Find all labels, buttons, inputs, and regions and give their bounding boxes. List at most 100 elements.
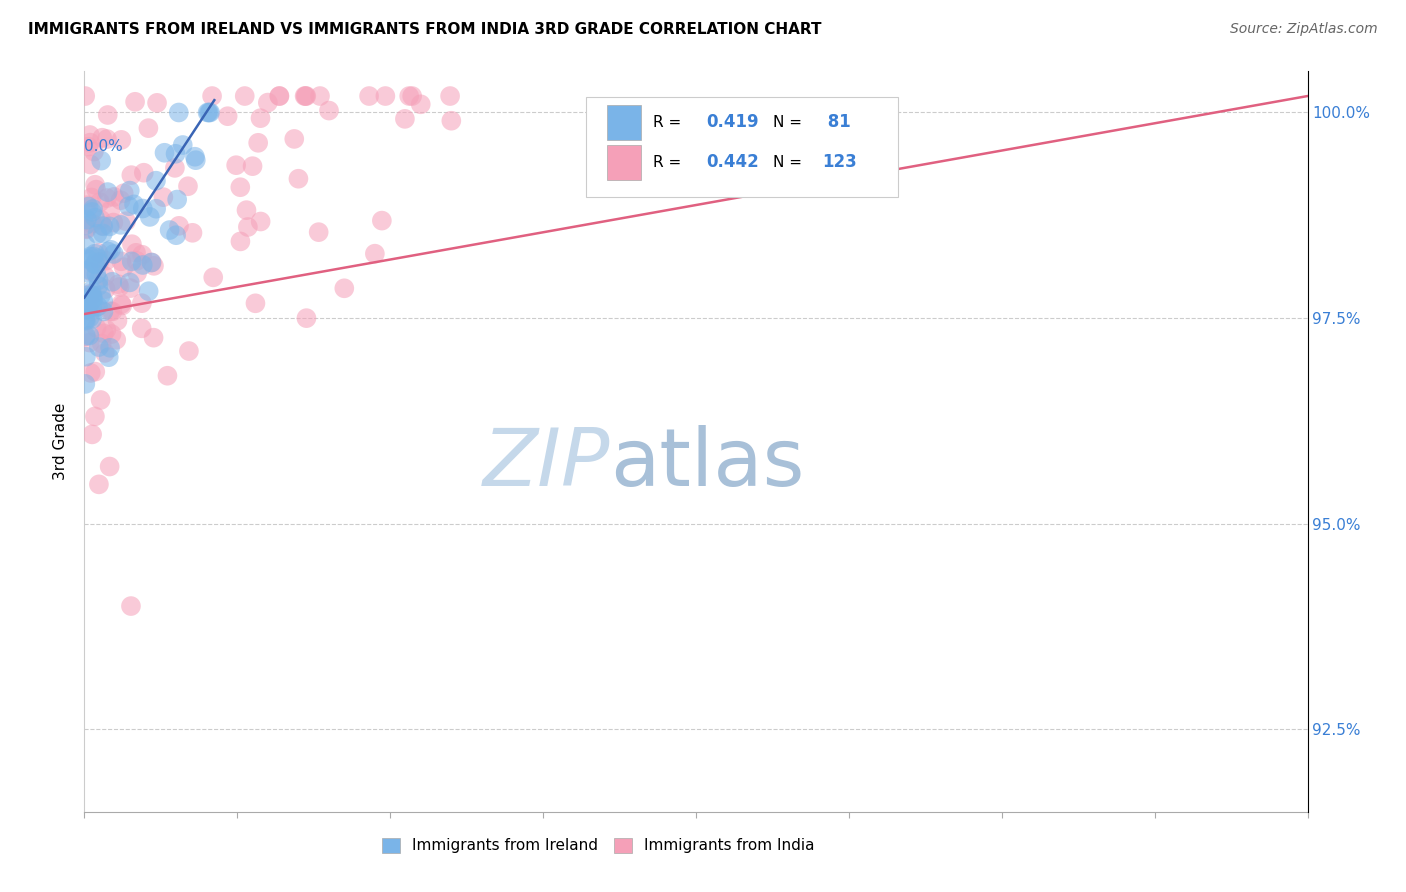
Point — [87, 477, 110, 491]
Point — [142, 331, 165, 345]
Point — [121, 254, 143, 268]
Point — [249, 111, 271, 125]
Point — [76, 222, 98, 236]
Text: N =: N = — [773, 155, 807, 169]
Point — [98, 219, 121, 234]
Point — [83, 145, 105, 159]
Point — [167, 105, 190, 120]
Point — [90, 336, 112, 351]
Point — [94, 253, 117, 268]
Point — [166, 193, 188, 207]
Point — [82, 288, 104, 302]
Point — [198, 105, 221, 120]
Point — [152, 190, 174, 204]
Point — [101, 304, 124, 318]
Point — [86, 267, 108, 281]
Point — [333, 281, 356, 295]
Point — [96, 191, 118, 205]
Point — [163, 161, 186, 175]
Point — [283, 132, 305, 146]
Point — [201, 89, 224, 103]
Point — [80, 284, 103, 298]
Point — [131, 248, 153, 262]
Point — [409, 97, 432, 112]
Point — [124, 95, 146, 109]
Point — [107, 277, 129, 292]
Point — [97, 350, 120, 364]
Point — [374, 89, 396, 103]
Point — [79, 335, 101, 350]
Point — [146, 95, 169, 110]
Point — [94, 346, 117, 360]
Point — [118, 199, 141, 213]
Text: Source: ZipAtlas.com: Source: ZipAtlas.com — [1230, 22, 1378, 37]
Point — [309, 89, 332, 103]
Point — [145, 174, 167, 188]
Point — [318, 103, 340, 118]
Point — [77, 200, 100, 214]
Point — [97, 108, 120, 122]
Point — [75, 219, 97, 233]
FancyBboxPatch shape — [586, 97, 898, 197]
Point — [118, 276, 141, 290]
Point — [75, 329, 97, 343]
Point — [75, 237, 97, 252]
Point — [91, 227, 114, 241]
Point — [138, 284, 160, 298]
Point — [287, 171, 309, 186]
Point — [132, 202, 155, 216]
Point — [84, 183, 107, 197]
Point — [110, 254, 132, 268]
Point — [165, 146, 187, 161]
Point — [87, 279, 110, 293]
Point — [401, 89, 423, 103]
Point — [139, 210, 162, 224]
Point — [87, 245, 110, 260]
Point — [75, 312, 97, 326]
Point — [79, 250, 101, 264]
Point — [141, 255, 163, 269]
Point — [91, 294, 114, 309]
Point — [76, 212, 98, 227]
Legend: Immigrants from Ireland, Immigrants from India: Immigrants from Ireland, Immigrants from… — [375, 831, 821, 860]
Point — [80, 289, 103, 303]
Point — [110, 218, 132, 232]
Point — [269, 89, 291, 103]
Point — [76, 300, 98, 314]
Point — [90, 288, 112, 302]
Point — [94, 269, 117, 284]
Point — [101, 275, 124, 289]
Point — [105, 333, 128, 347]
Text: ZIP: ZIP — [484, 425, 610, 503]
Text: 0.419: 0.419 — [706, 113, 758, 131]
Point — [76, 302, 98, 317]
Point — [75, 221, 97, 235]
Point — [364, 246, 387, 260]
Point — [202, 270, 225, 285]
FancyBboxPatch shape — [606, 145, 641, 180]
Point — [141, 255, 163, 269]
Point — [247, 136, 270, 150]
Point — [242, 159, 264, 173]
Point — [87, 340, 110, 354]
Point — [110, 133, 132, 147]
Point — [294, 89, 316, 103]
Point — [233, 89, 256, 103]
Point — [100, 326, 122, 341]
Point — [97, 185, 120, 199]
Point — [82, 293, 104, 307]
Point — [91, 219, 114, 234]
Point — [84, 178, 107, 192]
Point — [125, 253, 148, 268]
Point — [132, 258, 155, 272]
Point — [103, 247, 125, 261]
Point — [112, 260, 135, 275]
Point — [153, 145, 176, 160]
Point — [75, 89, 97, 103]
Point — [257, 95, 280, 110]
Point — [77, 139, 100, 153]
Point — [80, 190, 103, 204]
Point — [87, 299, 110, 313]
Point — [97, 244, 120, 259]
Point — [75, 350, 97, 364]
